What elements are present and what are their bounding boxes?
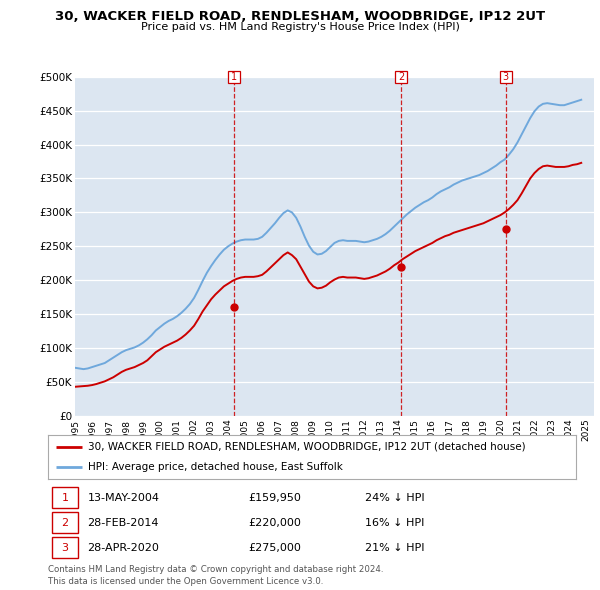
Text: £275,000: £275,000 [248, 543, 302, 553]
Text: Price paid vs. HM Land Registry's House Price Index (HPI): Price paid vs. HM Land Registry's House … [140, 22, 460, 32]
Text: HPI: Average price, detached house, East Suffolk: HPI: Average price, detached house, East… [88, 462, 343, 472]
Text: 3: 3 [61, 543, 68, 553]
Text: 2: 2 [398, 72, 404, 81]
Text: 16% ↓ HPI: 16% ↓ HPI [365, 518, 424, 527]
Text: 13-MAY-2004: 13-MAY-2004 [88, 493, 160, 503]
Text: 30, WACKER FIELD ROAD, RENDLESHAM, WOODBRIDGE, IP12 2UT (detached house): 30, WACKER FIELD ROAD, RENDLESHAM, WOODB… [88, 442, 525, 452]
Text: 1: 1 [61, 493, 68, 503]
Text: 3: 3 [503, 72, 509, 81]
Text: £220,000: £220,000 [248, 518, 302, 527]
Text: 21% ↓ HPI: 21% ↓ HPI [365, 543, 424, 553]
Text: Contains HM Land Registry data © Crown copyright and database right 2024.: Contains HM Land Registry data © Crown c… [48, 565, 383, 574]
Text: 28-APR-2020: 28-APR-2020 [88, 543, 160, 553]
Bar [52, 487, 77, 509]
Text: 2: 2 [61, 518, 68, 527]
Text: £159,950: £159,950 [248, 493, 302, 503]
Text: 28-FEB-2014: 28-FEB-2014 [88, 518, 159, 527]
Bar [52, 512, 77, 533]
Text: 1: 1 [231, 72, 238, 81]
Text: 24% ↓ HPI: 24% ↓ HPI [365, 493, 424, 503]
Bar [52, 537, 77, 558]
Text: This data is licensed under the Open Government Licence v3.0.: This data is licensed under the Open Gov… [48, 577, 323, 586]
Text: 30, WACKER FIELD ROAD, RENDLESHAM, WOODBRIDGE, IP12 2UT: 30, WACKER FIELD ROAD, RENDLESHAM, WOODB… [55, 10, 545, 23]
